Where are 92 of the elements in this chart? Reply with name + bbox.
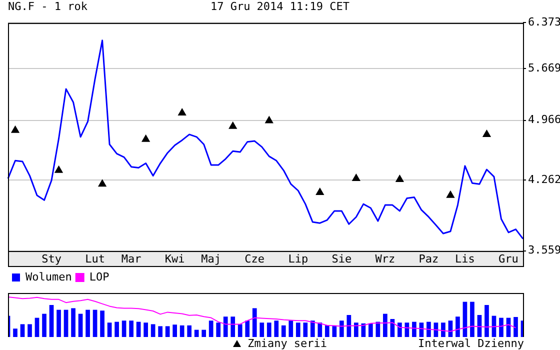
- x-tick-label: Wrz: [375, 252, 396, 266]
- bar: [499, 318, 504, 337]
- bar: [274, 320, 279, 337]
- legend-label: LOP: [89, 270, 110, 284]
- bar: [158, 326, 162, 337]
- bar: [230, 316, 236, 337]
- bar: [339, 320, 344, 337]
- point: [228, 122, 237, 129]
- bar: [216, 322, 221, 337]
- bar: [28, 324, 32, 337]
- bar: [346, 315, 352, 337]
- bar: [456, 316, 460, 337]
- bar: [281, 325, 286, 337]
- bar: [114, 322, 119, 337]
- bar: [64, 310, 68, 337]
- point: [142, 134, 150, 142]
- bar: [361, 323, 366, 337]
- bar: [426, 322, 431, 337]
- x-tick-label: Kwi: [164, 252, 185, 266]
- legend-label: Wolumen: [26, 270, 72, 284]
- bar: [172, 324, 178, 337]
- bar: [129, 320, 134, 337]
- bar: [368, 323, 373, 337]
- point: [446, 190, 454, 198]
- bar: [266, 322, 272, 337]
- point: [98, 180, 106, 187]
- bar: [107, 322, 112, 337]
- point: [54, 166, 63, 173]
- bar: [165, 326, 170, 337]
- bar: [252, 308, 257, 337]
- bar: [100, 310, 104, 337]
- annotation: Interwal Dzienny: [418, 337, 524, 350]
- bar: [383, 314, 388, 337]
- bar: [238, 324, 242, 337]
- bar: [288, 320, 294, 337]
- bar: [223, 316, 228, 337]
- x-tick-label: Lis: [455, 252, 475, 266]
- bar: [208, 320, 214, 337]
- bar: [187, 325, 192, 337]
- bar: [484, 305, 489, 337]
- bar: [150, 324, 156, 337]
- bar: [324, 325, 330, 337]
- point: [178, 108, 186, 116]
- x-tick-label: Maj: [201, 252, 222, 266]
- chart-subtitle: 17 Gru 2014 11:19 CET: [210, 0, 350, 13]
- bar: [202, 330, 206, 337]
- bar: [470, 302, 474, 337]
- x-tick-label: Lut: [85, 252, 105, 266]
- point: [265, 116, 274, 124]
- point: [11, 126, 20, 133]
- bar: [194, 330, 199, 337]
- bar: [412, 322, 416, 337]
- bar: [180, 325, 184, 337]
- legend-label: Zmiany serii: [246, 337, 328, 350]
- bar: [56, 310, 61, 337]
- bar: [514, 317, 518, 337]
- point: [352, 174, 360, 182]
- bar: [13, 328, 18, 337]
- bar: [245, 320, 250, 337]
- bar: [260, 322, 264, 337]
- y-tick-label: 6.373: [528, 15, 560, 28]
- bar: [441, 322, 446, 337]
- point: [316, 188, 324, 196]
- x-tick-label: Sie: [332, 252, 352, 266]
- x-tick-label: Gru: [498, 252, 518, 266]
- x-tick-label: Cze: [244, 252, 265, 266]
- bar: [144, 322, 148, 337]
- x-tick-label: Paz: [418, 252, 439, 266]
- bar: [78, 314, 83, 337]
- point: [482, 130, 491, 137]
- bar: [92, 310, 98, 337]
- x-tick-label: Lip: [288, 252, 308, 266]
- bar: [354, 322, 358, 337]
- bar: [20, 324, 25, 337]
- y-tick-label: 4.262: [528, 173, 560, 186]
- bar: [296, 322, 300, 337]
- x-tick-label: Sty: [42, 252, 62, 266]
- bar: [86, 310, 90, 337]
- bar: [398, 322, 402, 337]
- bar: [332, 325, 337, 337]
- bar: [136, 322, 141, 337]
- chart-title: NG.F - 1 rok: [8, 0, 88, 14]
- bar: [310, 320, 315, 337]
- bar: [42, 314, 46, 337]
- x-tick-label: Mar: [121, 252, 142, 266]
- bar: [122, 320, 126, 337]
- bar: [303, 322, 308, 337]
- point: [396, 174, 404, 182]
- bar: [49, 305, 54, 337]
- bar: [318, 322, 322, 337]
- bar: [34, 318, 40, 337]
- bar: [71, 308, 76, 337]
